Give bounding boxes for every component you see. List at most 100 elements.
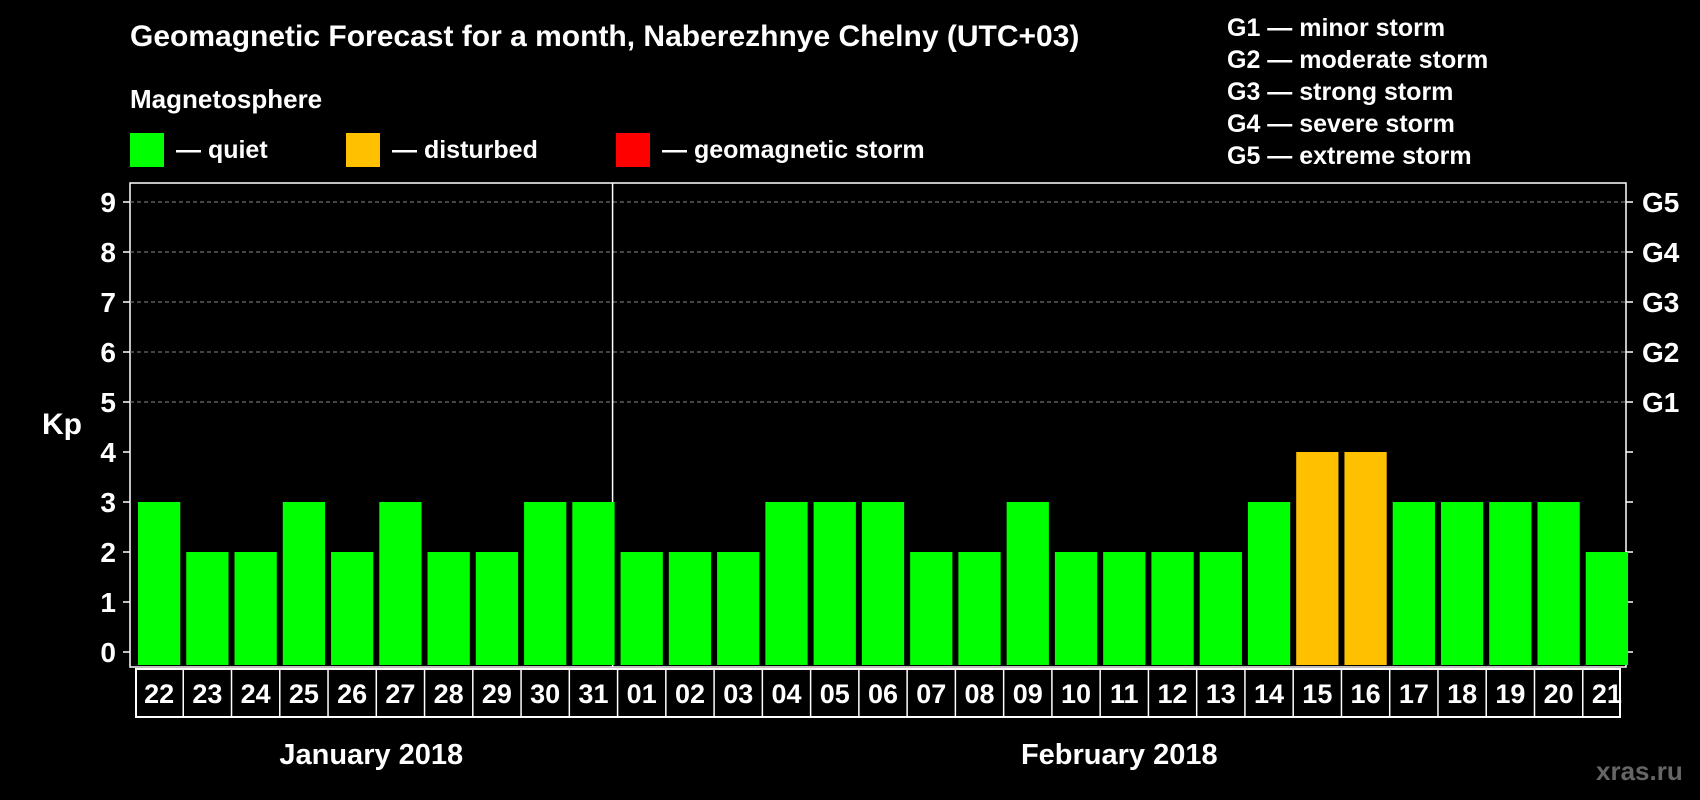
- bar-18-27: [1440, 502, 1484, 665]
- x-tick-label-16-25: 16: [1351, 679, 1381, 709]
- legend-quiet-label: — quiet: [176, 135, 268, 164]
- x-tick-label-05-14: 05: [820, 679, 850, 709]
- bar-09-18: [1006, 502, 1049, 665]
- legend-subtitle: Magnetosphere: [130, 84, 323, 114]
- y-tick-label-6: 6: [100, 337, 116, 368]
- x-tick-label-14-23: 14: [1254, 679, 1284, 709]
- g-scale-label-G3: G3: [1642, 287, 1679, 318]
- month-label-0: January 2018: [279, 739, 463, 771]
- x-tick-label-25-3: 25: [289, 679, 319, 709]
- bar-19-28: [1489, 502, 1532, 665]
- bar-12-21: [1151, 552, 1194, 665]
- bar-11-20: [1103, 552, 1146, 665]
- x-tick-label-01-10: 01: [627, 679, 657, 709]
- storm-scale-g1: G1 — minor storm: [1227, 14, 1446, 42]
- watermark: xras.ru: [1596, 756, 1683, 786]
- legend-disturbed-swatch: [346, 133, 380, 167]
- y-tick-label-0: 0: [100, 637, 116, 668]
- x-tick-label-10-19: 10: [1061, 679, 1091, 709]
- y-axis-label: Kp: [42, 408, 82, 441]
- storm-scale-g2: G2 — moderate storm: [1227, 46, 1489, 74]
- storm-scale-g3: G3 — strong storm: [1227, 78, 1454, 106]
- chart-title: Geomagnetic Forecast for a month, Nabere…: [130, 20, 1080, 53]
- g-scale-label-G4: G4: [1642, 237, 1680, 268]
- x-tick-label-17-26: 17: [1399, 679, 1429, 709]
- bar-20-29: [1537, 502, 1580, 665]
- x-tick-label-06-15: 06: [868, 679, 898, 709]
- bar-06-15: [861, 502, 905, 665]
- x-tick-label-26-4: 26: [337, 679, 367, 709]
- bar-04-13: [765, 502, 808, 665]
- x-tick-label-28-6: 28: [434, 679, 464, 709]
- y-tick-label-1: 1: [100, 587, 116, 618]
- x-tick-label-22-0: 22: [144, 679, 174, 709]
- storm-scale-g5: G5 — extreme storm: [1227, 142, 1472, 170]
- g-scale-label-G1: G1: [1642, 387, 1679, 418]
- x-tick-label-21-30: 21: [1592, 679, 1622, 709]
- bar-21-30: [1585, 552, 1628, 665]
- bar-05-14: [813, 502, 856, 665]
- x-tick-label-29-7: 29: [482, 679, 512, 709]
- y-tick-label-3: 3: [100, 487, 116, 518]
- x-tick-label-20-29: 20: [1544, 679, 1574, 709]
- legend-storm: — geomagnetic storm: [616, 132, 925, 168]
- storm-scale-legend: G1 — minor storm G2 — moderate storm G3 …: [1227, 12, 1488, 172]
- bar-13-22: [1199, 552, 1242, 665]
- bar-07-16: [910, 552, 953, 665]
- bar-23-1: [186, 552, 229, 665]
- x-tick-label-27-5: 27: [385, 679, 415, 709]
- bar-01-10: [620, 552, 663, 665]
- x-tick-label-08-17: 08: [964, 679, 994, 709]
- x-tick-label-03-12: 03: [723, 679, 753, 709]
- bar-31-9: [572, 502, 615, 665]
- legend-disturbed-label: — disturbed: [392, 135, 538, 164]
- g-scale-label-G2: G2: [1642, 337, 1679, 368]
- x-tick-label-07-16: 07: [916, 679, 946, 709]
- date-row-frame: [135, 668, 1621, 718]
- bar-16-25: [1344, 452, 1387, 665]
- x-tick-label-13-22: 13: [1206, 679, 1236, 709]
- x-tick-label-11-20: 11: [1110, 679, 1139, 709]
- bar-02-11: [668, 552, 712, 665]
- bar-24-2: [234, 552, 277, 665]
- bar-30-8: [524, 502, 567, 665]
- storm-scale-g4: G4 — severe storm: [1227, 110, 1455, 138]
- x-tick-label-04-13: 04: [771, 679, 801, 709]
- y-tick-label-2: 2: [100, 537, 116, 568]
- legend-storm-label: — geomagnetic storm: [662, 135, 925, 164]
- x-tick-label-24-2: 24: [241, 679, 271, 709]
- plot-frame: [129, 182, 1627, 668]
- bar-22-0: [138, 502, 181, 665]
- month-label-1: February 2018: [1021, 739, 1218, 771]
- x-tick-label-23-1: 23: [192, 679, 222, 709]
- bar-17-26: [1392, 502, 1435, 665]
- x-tick-label-18-27: 18: [1447, 679, 1477, 709]
- bar-25-3: [282, 502, 326, 665]
- x-tick-label-15-24: 15: [1302, 679, 1332, 709]
- bar-14-23: [1247, 502, 1291, 665]
- x-tick-label-09-18: 09: [1013, 679, 1043, 709]
- y-tick-label-5: 5: [100, 387, 116, 418]
- bar-10-19: [1054, 552, 1098, 665]
- legend-storm-swatch: [616, 133, 650, 167]
- y-tick-label-8: 8: [100, 237, 116, 268]
- x-tick-label-30-8: 30: [530, 679, 560, 709]
- y-tick-label-7: 7: [100, 287, 116, 318]
- x-tick-label-12-21: 12: [1158, 679, 1188, 709]
- y-tick-label-9: 9: [100, 187, 116, 218]
- bar-27-5: [379, 502, 422, 665]
- legend-quiet-swatch: [130, 133, 164, 167]
- legend-quiet: — quiet: [130, 132, 268, 168]
- bar-26-4: [331, 552, 374, 665]
- bar-15-24: [1296, 452, 1339, 665]
- x-tick-label-02-11: 02: [675, 679, 705, 709]
- bar-28-6: [427, 552, 470, 665]
- g-scale-label-G5: G5: [1642, 187, 1679, 218]
- bar-03-12: [717, 552, 760, 665]
- bar-29-7: [475, 552, 519, 665]
- legend-disturbed: — disturbed: [346, 132, 538, 168]
- y-tick-label-4: 4: [100, 437, 116, 468]
- x-tick-label-19-28: 19: [1495, 679, 1525, 709]
- bar-08-17: [958, 552, 1001, 665]
